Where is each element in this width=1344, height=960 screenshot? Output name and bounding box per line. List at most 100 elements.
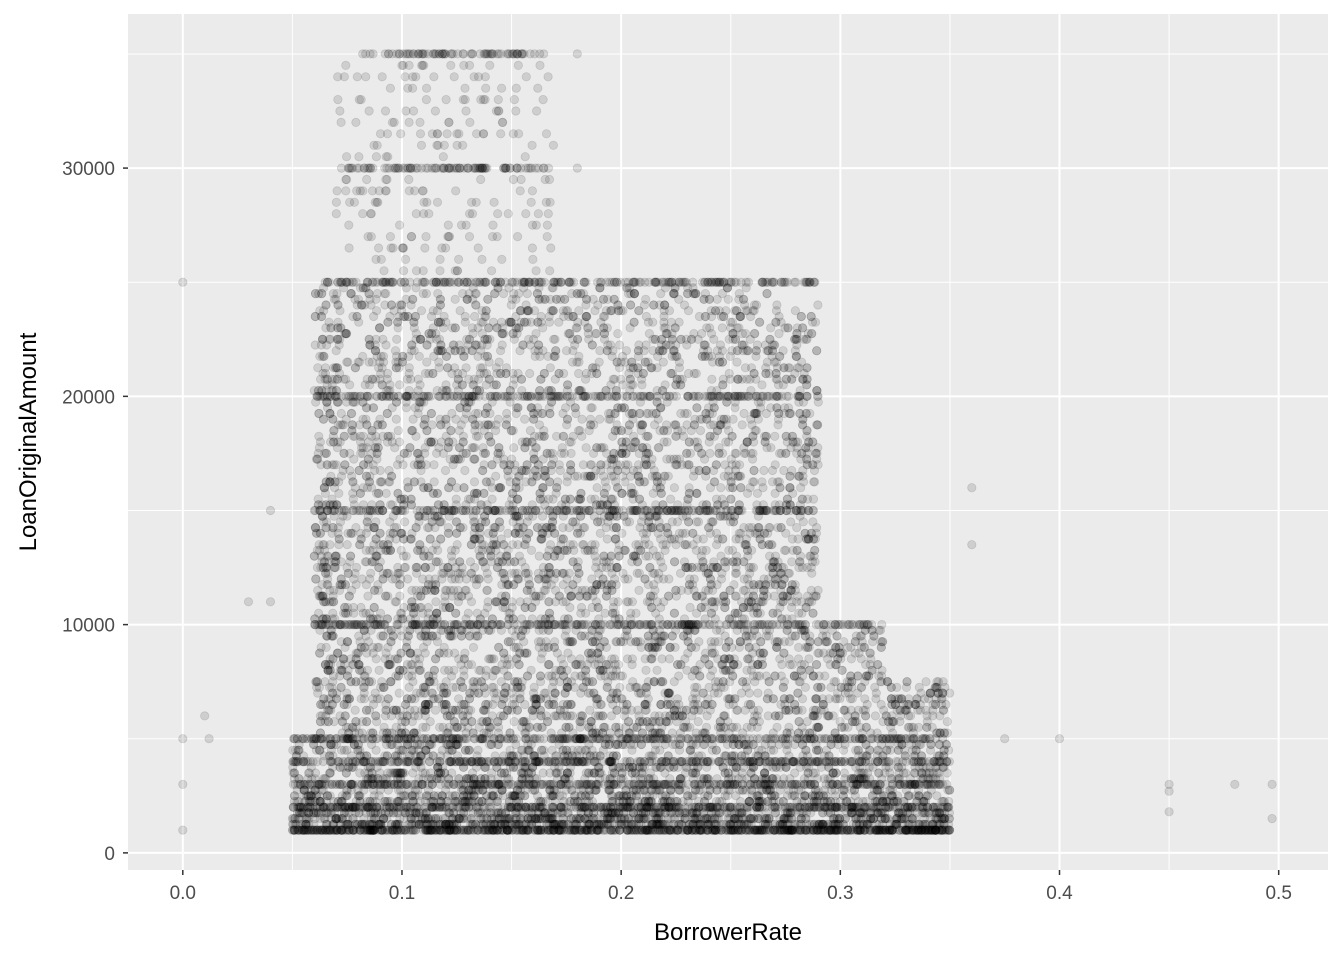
data-point [413, 49, 423, 59]
data-point [700, 277, 710, 287]
data-point [508, 49, 518, 59]
data-point [414, 49, 424, 59]
data-point [512, 163, 522, 173]
data-point [418, 49, 428, 59]
data-point [760, 277, 770, 287]
data-point [384, 277, 394, 287]
data-point [427, 163, 437, 173]
data-point [412, 163, 422, 173]
data-point [458, 49, 469, 59]
plot-panel [128, 14, 1328, 870]
data-point [645, 391, 655, 401]
data-point [737, 420, 747, 430]
data-point [512, 163, 522, 173]
data-point [431, 49, 441, 59]
data-point [345, 163, 355, 173]
data-point [870, 711, 881, 721]
data-points [178, 49, 1277, 835]
data-point [477, 163, 487, 173]
data-point [501, 163, 511, 173]
data-point [394, 49, 404, 59]
data-point [462, 277, 472, 287]
data-point [512, 49, 523, 59]
data-point [565, 277, 575, 287]
data-point [324, 277, 334, 287]
data-point [494, 357, 504, 367]
data-point [482, 49, 492, 59]
data-point [437, 49, 447, 59]
data-point [393, 425, 403, 436]
data-point [449, 277, 459, 287]
data-point [381, 340, 391, 350]
data-point [473, 163, 483, 173]
data-point [422, 357, 432, 367]
data-point [738, 391, 749, 401]
data-point [805, 277, 815, 287]
data-point [496, 49, 506, 59]
data-point [367, 277, 377, 287]
data-point [800, 277, 811, 287]
data-point [629, 277, 640, 287]
data-point [502, 408, 512, 419]
data-point [391, 414, 401, 424]
data-point [458, 49, 468, 59]
data-point [487, 49, 497, 59]
data-point [401, 49, 411, 59]
data-point [344, 163, 354, 173]
data-point [480, 163, 490, 173]
data-point [498, 163, 509, 173]
data-point [495, 277, 505, 287]
data-point [428, 277, 438, 287]
data-point [501, 163, 511, 173]
data-point [430, 49, 440, 59]
data-point [388, 163, 399, 173]
data-point [651, 277, 662, 287]
data-point [613, 328, 623, 339]
data-point [503, 49, 513, 59]
data-point [468, 642, 479, 653]
data-point [407, 163, 418, 173]
data-point [483, 49, 493, 59]
data-point [405, 163, 415, 173]
data-point [403, 163, 413, 173]
data-point [512, 277, 523, 287]
data-point [753, 688, 763, 698]
data-point [681, 277, 691, 287]
data-point [454, 163, 465, 173]
data-point [776, 277, 786, 287]
data-point [402, 49, 412, 59]
data-point [804, 277, 814, 287]
data-point [469, 477, 480, 487]
data-point [614, 340, 625, 350]
data-point [439, 49, 450, 59]
data-point [496, 277, 506, 287]
data-point [725, 374, 735, 384]
data-point [383, 49, 394, 59]
data-point [500, 163, 510, 173]
data-point [539, 163, 549, 173]
data-point [505, 163, 515, 173]
data-point [502, 49, 512, 59]
data-point [434, 49, 444, 59]
data-point [365, 49, 375, 59]
data-point [380, 163, 390, 173]
data-point [440, 49, 451, 59]
data-point [385, 277, 395, 287]
data-point [809, 477, 819, 487]
data-point [387, 277, 398, 287]
data-point [789, 277, 800, 287]
data-point [400, 163, 410, 173]
data-point [667, 277, 677, 287]
data-point [421, 163, 431, 173]
data-point [757, 277, 767, 287]
data-point [508, 49, 518, 59]
data-point [444, 163, 454, 173]
data-point [359, 163, 369, 173]
data-point [523, 163, 533, 173]
data-point [384, 163, 394, 173]
data-point [783, 391, 794, 401]
data-point [409, 49, 419, 59]
data-point [470, 163, 480, 173]
data-point [481, 49, 491, 59]
